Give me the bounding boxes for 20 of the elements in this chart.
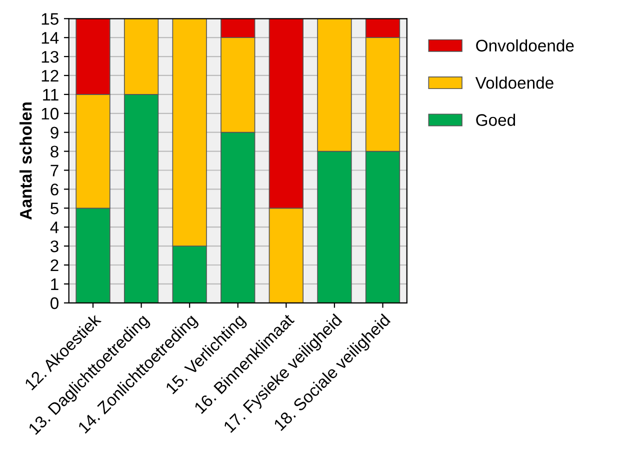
y-tick-label: 0 xyxy=(50,297,58,310)
y-tick-label: 4 xyxy=(50,222,59,234)
legend-label: Voldoende xyxy=(475,76,554,89)
y-tick-label: 2 xyxy=(50,259,58,272)
legend-label: Onvoldoende xyxy=(476,39,574,52)
y-tick-label: 8 xyxy=(50,146,58,158)
y-tick-label: 5 xyxy=(50,202,58,214)
y-tick-label: 10 xyxy=(42,108,58,120)
y-tick-label: 14 xyxy=(42,32,59,44)
legend-label: Goed xyxy=(476,114,516,126)
y-tick-label: 12 xyxy=(42,70,58,82)
y-axis-title: Aantal scholen xyxy=(20,102,32,220)
y-tick-label: 7 xyxy=(50,164,58,176)
y-tick-label: 11 xyxy=(43,89,58,100)
y-tick-label: 9 xyxy=(50,126,58,139)
y-tick-label: 1 xyxy=(51,278,58,290)
y-tick-label: 13 xyxy=(42,50,58,63)
y-tick-label: 6 xyxy=(50,184,58,196)
y-tick-label: 3 xyxy=(50,240,58,252)
y-tick-label: 15 xyxy=(42,13,58,25)
